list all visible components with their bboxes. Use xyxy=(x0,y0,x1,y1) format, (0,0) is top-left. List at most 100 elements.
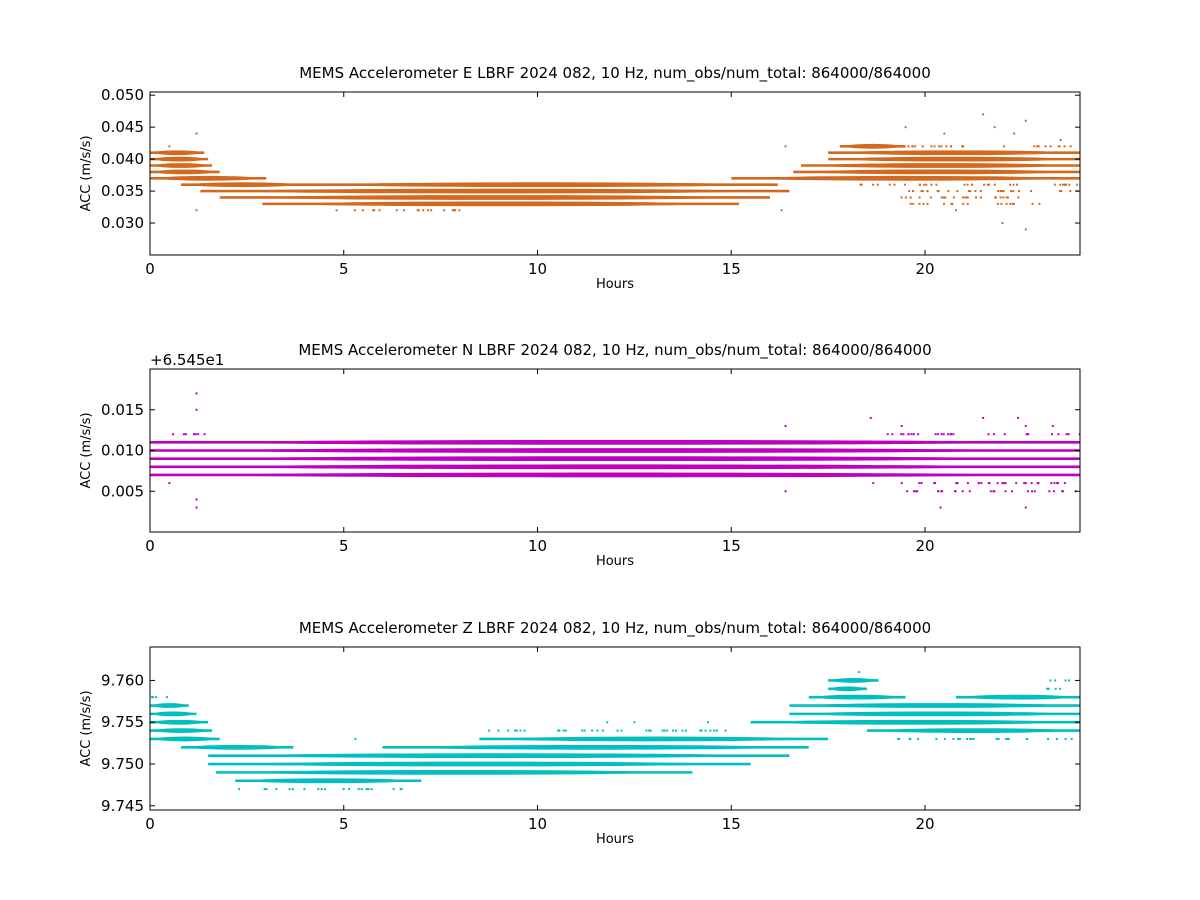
outlier-point xyxy=(1013,132,1016,135)
data-point xyxy=(995,737,998,740)
data-point xyxy=(408,473,411,476)
outlier-point xyxy=(1024,506,1027,509)
data-band xyxy=(150,728,212,733)
y-axis-label: ACC (m/s/s) xyxy=(79,135,94,211)
data-point xyxy=(585,473,588,476)
data-point xyxy=(649,729,652,732)
data-point xyxy=(1067,433,1070,436)
data-point xyxy=(648,729,651,732)
data-band xyxy=(181,182,305,188)
data-point xyxy=(969,737,972,740)
data-point xyxy=(1058,190,1061,193)
data-point xyxy=(363,473,366,476)
data-point xyxy=(906,490,909,493)
data-point xyxy=(1064,737,1067,740)
outlier-point xyxy=(1017,416,1019,419)
data-point xyxy=(1056,482,1059,485)
data-point xyxy=(434,473,437,476)
data-point xyxy=(940,490,943,493)
data-point xyxy=(947,433,950,436)
data-band xyxy=(750,719,1080,725)
data-point xyxy=(620,729,623,732)
data-point xyxy=(935,183,938,186)
data-point xyxy=(897,737,900,740)
outlier-point xyxy=(1001,222,1004,225)
data-point xyxy=(712,473,715,476)
data-point xyxy=(942,196,945,199)
data-point xyxy=(265,788,268,791)
y-axis-label: ACC (m/s/s) xyxy=(79,690,94,766)
outlier-point xyxy=(1024,425,1027,428)
outlier-point xyxy=(784,490,787,493)
data-point xyxy=(937,490,940,493)
outlier-point xyxy=(780,209,783,212)
data-point xyxy=(443,209,446,212)
data-point xyxy=(956,482,959,485)
data-point xyxy=(1003,433,1006,436)
x-tick-label: 20 xyxy=(915,537,934,555)
data-point xyxy=(360,788,363,791)
data-point xyxy=(893,183,896,186)
data-point xyxy=(1037,145,1040,148)
data-point xyxy=(952,196,955,199)
outlier-point xyxy=(195,408,198,411)
x-tick-label: 20 xyxy=(915,260,934,278)
data-point xyxy=(987,433,990,436)
data-point xyxy=(914,145,917,148)
data-point xyxy=(197,433,200,436)
data-point xyxy=(979,190,982,193)
data-band xyxy=(866,728,1080,733)
data-point xyxy=(950,433,953,436)
data-point xyxy=(920,482,923,485)
data-point xyxy=(172,433,175,436)
data-point xyxy=(583,729,586,732)
data-point xyxy=(974,190,977,193)
data-point xyxy=(994,196,997,199)
data-point xyxy=(1068,679,1071,682)
data-point xyxy=(291,788,294,791)
data-point xyxy=(977,482,980,485)
data-band xyxy=(801,163,1080,168)
data-point xyxy=(548,473,551,476)
data-point xyxy=(416,209,419,212)
data-point xyxy=(1000,202,1003,205)
data-point xyxy=(562,729,565,732)
data-band xyxy=(828,156,1080,162)
data-point xyxy=(1026,737,1029,740)
data-point xyxy=(663,729,666,732)
data-point xyxy=(967,190,970,193)
data-point xyxy=(357,788,360,791)
data-point xyxy=(972,737,975,740)
data-point xyxy=(1001,482,1004,485)
data-point xyxy=(935,737,938,740)
outlier-point xyxy=(633,721,636,724)
data-point xyxy=(422,209,425,212)
data-point xyxy=(452,209,455,212)
data-point xyxy=(704,729,707,732)
data-point xyxy=(921,145,924,148)
data-point xyxy=(557,729,560,732)
data-point xyxy=(1061,490,1064,493)
data-point xyxy=(909,196,912,199)
data-point xyxy=(933,482,936,485)
data-band xyxy=(150,169,220,175)
y-tick-label: 0.005 xyxy=(101,482,144,500)
y-tick-label: 0.030 xyxy=(101,214,144,232)
data-point xyxy=(900,196,903,199)
data-point xyxy=(1054,679,1057,682)
data-point xyxy=(498,473,501,476)
data-point xyxy=(376,473,379,476)
y-tick-label: 0.050 xyxy=(101,86,144,104)
data-point xyxy=(872,482,875,485)
data-point xyxy=(607,473,610,476)
data-point xyxy=(666,729,669,732)
data-point xyxy=(963,183,966,186)
data-point xyxy=(564,729,567,732)
x-tick-label: 10 xyxy=(528,537,547,555)
data-point xyxy=(962,202,965,205)
y-tick-label: 9.760 xyxy=(101,671,144,689)
x-tick-label: 10 xyxy=(528,260,547,278)
data-band xyxy=(828,678,879,683)
data-point xyxy=(151,696,154,699)
x-axis-label: Hours xyxy=(596,554,634,569)
